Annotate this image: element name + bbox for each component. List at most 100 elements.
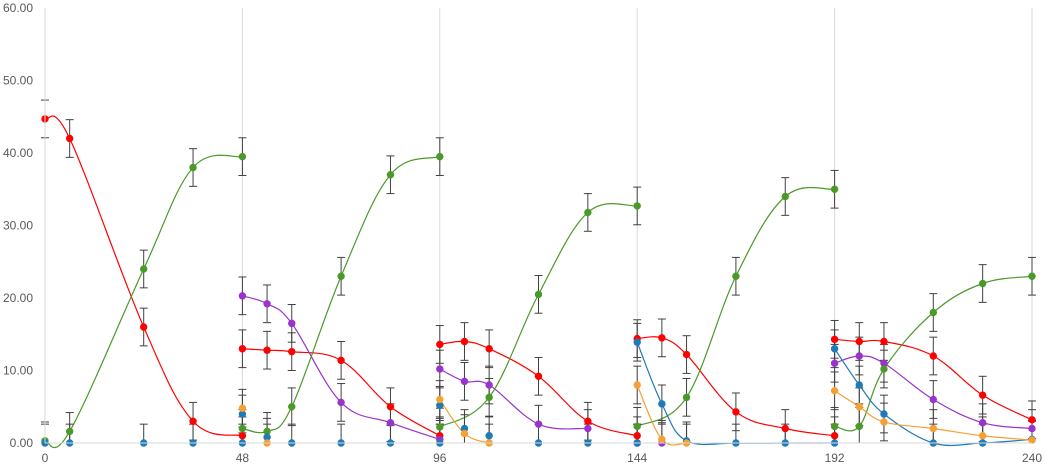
series-2-point — [830, 422, 839, 431]
series-4-point — [978, 432, 987, 440]
series-2-point — [238, 424, 247, 433]
series-2-line — [636, 186, 835, 427]
series-2-point — [682, 393, 691, 402]
series-1-point — [485, 381, 493, 389]
x-tick-label: 240 — [1022, 451, 1042, 465]
series-0-point — [460, 337, 469, 346]
series-3-point — [658, 400, 666, 408]
series-0-point — [534, 372, 543, 380]
series-2-point — [140, 265, 148, 273]
series-0-point — [337, 356, 345, 365]
series-0-point — [189, 417, 197, 425]
series-0-point — [1028, 416, 1036, 424]
series-1-point — [929, 395, 937, 404]
series-0-point — [682, 350, 691, 359]
series-2-point — [830, 185, 839, 193]
x-tick-label: 192 — [825, 451, 845, 465]
series-4-point — [929, 424, 937, 433]
series-2-point — [238, 152, 247, 161]
series-2-point — [534, 290, 543, 299]
series-1-line — [439, 368, 588, 430]
series-1-point — [855, 352, 863, 360]
series-1-point — [288, 319, 296, 328]
series-0-point — [436, 340, 444, 349]
series-2-point — [436, 423, 444, 431]
series-0-point — [830, 335, 839, 344]
series-2-point — [1028, 272, 1036, 280]
series-0-point — [633, 432, 641, 440]
series-2-point — [584, 208, 592, 217]
series-4-point — [855, 403, 863, 411]
series-2-point — [65, 427, 74, 436]
series-1-point — [337, 398, 345, 407]
series-0-point — [263, 346, 271, 354]
series-0-point — [386, 403, 395, 411]
series-2-point — [732, 272, 740, 280]
y-tick-label: 40.00 — [3, 146, 33, 160]
y-tick-label: 10.00 — [3, 364, 33, 378]
y-tick-label: 50.00 — [3, 74, 33, 88]
series-1-point — [534, 420, 543, 428]
series-4-point — [460, 429, 469, 438]
error-bar-layer — [41, 99, 1036, 443]
series-0-point — [584, 417, 592, 425]
series-3-point — [485, 432, 493, 440]
x-tick-label: 48 — [236, 451, 250, 465]
series-4-point — [880, 418, 888, 426]
series-2-point — [436, 152, 444, 161]
series-1-point — [1028, 424, 1036, 433]
series-1-point — [263, 300, 271, 308]
series-2-point — [855, 422, 863, 431]
series-0-point — [238, 345, 247, 353]
series-2-point — [633, 202, 641, 210]
series-3-point — [830, 345, 839, 353]
series-2-point — [978, 279, 987, 288]
series-0-point — [929, 352, 937, 360]
series-0-point — [288, 347, 296, 356]
y-tick-label: 60.00 — [3, 1, 33, 15]
x-tick-label: 96 — [433, 451, 447, 465]
axis-layer: 0.00 10.00 20.00 30.00 40.00 50.00 60.00 0 48 96 1… — [3, 1, 1042, 465]
series-2-point — [633, 422, 641, 431]
series-0-point — [732, 408, 740, 416]
series-2-point — [288, 403, 296, 411]
series-1-point — [584, 424, 592, 433]
series-0-point — [781, 424, 789, 433]
series-1-point — [238, 292, 247, 300]
x-tick-label: 144 — [627, 451, 647, 465]
series-2-point — [781, 192, 789, 201]
series-2-point — [485, 393, 493, 402]
series-2-point — [929, 308, 937, 317]
series-0-point — [485, 345, 493, 353]
y-tick-label: 0.00 — [10, 436, 34, 450]
series-4-point — [436, 395, 444, 404]
series-0-point — [880, 337, 888, 346]
y-tick-label: 30.00 — [3, 219, 33, 233]
series-4-point — [830, 387, 839, 395]
series-2-line — [44, 154, 243, 449]
series-2-point — [386, 171, 395, 179]
series-0-point — [855, 337, 863, 346]
y-tick-label: 20.00 — [3, 291, 33, 305]
series-1-point — [386, 419, 395, 427]
series-1-point — [978, 419, 987, 427]
series-4-point — [633, 381, 641, 389]
series-2-point — [189, 163, 197, 172]
series-1-point — [436, 365, 444, 373]
series-0-point — [65, 134, 74, 143]
series-2-point — [880, 365, 888, 373]
series-0-point — [140, 323, 148, 331]
series-3-point — [633, 338, 641, 346]
series-0-point — [830, 432, 839, 440]
series-0-point — [658, 334, 666, 342]
series-0-point — [978, 391, 987, 399]
series-4-point — [658, 435, 666, 444]
x-tick-label: 0 — [42, 451, 49, 465]
series-0-point — [238, 432, 247, 440]
series-2-point — [337, 272, 345, 280]
series-4-point — [1028, 436, 1036, 444]
series-1-point — [830, 359, 839, 367]
series-3-point — [855, 381, 863, 389]
